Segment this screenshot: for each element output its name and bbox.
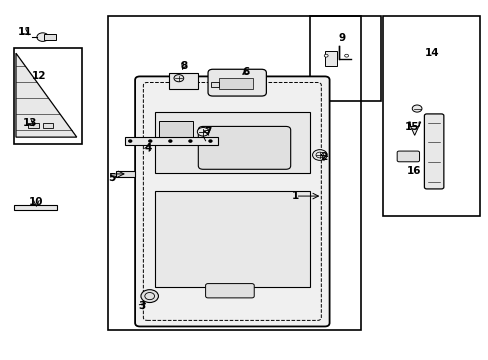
Text: 4: 4	[144, 143, 152, 153]
Bar	[108, 16, 361, 330]
Bar	[211, 82, 218, 87]
Circle shape	[128, 140, 131, 142]
FancyBboxPatch shape	[207, 69, 266, 96]
Bar	[324, 51, 336, 66]
Text: 5: 5	[108, 173, 116, 183]
Polygon shape	[16, 53, 77, 137]
Circle shape	[197, 127, 208, 136]
Text: 9: 9	[338, 33, 345, 43]
Circle shape	[168, 140, 171, 142]
Bar	[219, 78, 253, 89]
Polygon shape	[14, 205, 57, 210]
Bar	[28, 123, 39, 128]
Circle shape	[312, 150, 326, 160]
Bar	[309, 16, 380, 102]
Text: 14: 14	[424, 48, 439, 58]
Text: 8: 8	[180, 61, 187, 71]
Bar	[169, 73, 198, 89]
Bar	[125, 137, 217, 145]
Text: 10: 10	[29, 197, 43, 207]
Circle shape	[141, 290, 158, 302]
Circle shape	[344, 54, 348, 57]
Text: 7: 7	[204, 127, 211, 137]
Bar	[44, 34, 56, 40]
Text: 13: 13	[23, 118, 38, 128]
FancyBboxPatch shape	[135, 76, 329, 327]
Text: 3: 3	[139, 301, 146, 311]
Text: 16: 16	[406, 166, 420, 176]
Text: 6: 6	[242, 67, 249, 77]
FancyBboxPatch shape	[396, 151, 419, 162]
Bar	[154, 191, 309, 287]
Circle shape	[37, 33, 48, 41]
Text: 1: 1	[291, 191, 299, 201]
FancyBboxPatch shape	[205, 284, 254, 298]
Circle shape	[188, 140, 191, 142]
FancyArrow shape	[408, 122, 420, 135]
Bar	[159, 121, 193, 144]
Circle shape	[174, 75, 183, 82]
Bar	[154, 112, 309, 173]
Bar	[14, 48, 81, 144]
Circle shape	[148, 140, 151, 142]
Circle shape	[208, 140, 211, 142]
Bar	[116, 171, 135, 177]
Circle shape	[411, 105, 421, 112]
Bar	[42, 123, 53, 128]
Text: 15: 15	[404, 122, 419, 132]
Bar	[382, 16, 479, 216]
FancyBboxPatch shape	[198, 126, 290, 169]
Text: 11: 11	[18, 27, 32, 37]
Text: 2: 2	[320, 152, 326, 162]
FancyBboxPatch shape	[424, 114, 443, 189]
Circle shape	[324, 54, 327, 57]
Text: 12: 12	[32, 71, 46, 81]
